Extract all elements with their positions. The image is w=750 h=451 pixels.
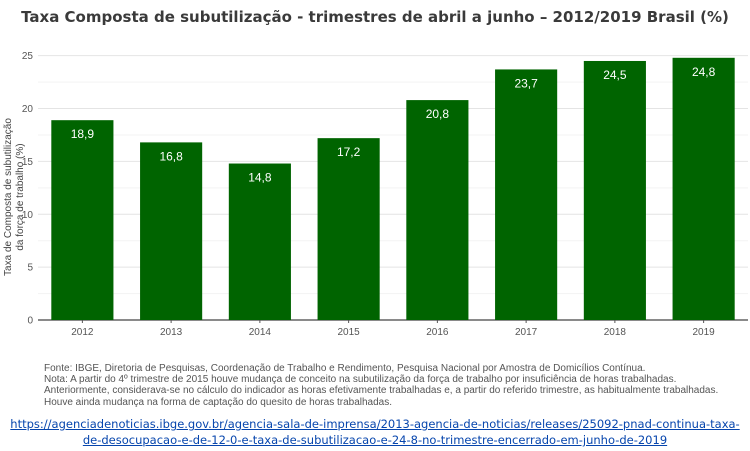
bars [51, 57, 735, 321]
source-line: Fonte: IBGE, Diretoria de Pesquisas, Coo… [44, 363, 646, 374]
y-tick-label: 25 [22, 51, 34, 62]
source-link[interactable]: https://agenciadenoticias.ibge.gov.br/ag… [0, 416, 750, 448]
y-axis-ticks: 0 5 10 15 20 25 [22, 51, 34, 326]
x-tick-label: 2014 [249, 327, 272, 338]
bar-2015 [317, 138, 380, 320]
y-tick-label: 10 [22, 210, 34, 221]
x-tick-label: 2019 [693, 327, 716, 338]
x-tick-label: 2015 [338, 327, 361, 338]
source-link-line1[interactable]: https://agenciadenoticias.ibge.gov.br/ag… [10, 417, 740, 431]
data-label-2014: 14,8 [248, 171, 272, 185]
y-tick-label: 5 [27, 263, 33, 274]
x-tick-label: 2017 [515, 327, 538, 338]
bar-2019 [672, 57, 735, 321]
chart-title: Taxa Composta de subutilização - trimest… [21, 8, 729, 26]
note-line: Nota: A partir do 4º trimestre de 2015 h… [44, 374, 677, 386]
x-axis-ticks: 2012 2013 2014 2015 2016 2017 2018 2019 [71, 320, 715, 338]
x-tick-label: 2018 [604, 327, 627, 338]
y-tick-label: 20 [22, 104, 34, 115]
data-label-2015: 17,2 [337, 145, 361, 159]
data-label-2018: 24,5 [603, 68, 627, 82]
data-label-2012: 18,9 [71, 127, 95, 141]
y-tick-label: 0 [27, 316, 33, 327]
x-tick-label: 2012 [71, 327, 94, 338]
data-label-2019: 24,8 [692, 65, 716, 79]
bar-chart: 0 5 10 15 20 25 18,9 16,8 14,8 17,2 20,8 23,7 24,5 2… [3, 51, 748, 338]
bar-2017 [495, 69, 558, 320]
note-line: Houve ainda mudança na forma de captação… [44, 396, 393, 408]
bar-2012 [51, 120, 114, 321]
note-line: Anteriormente, considerava-se no cálculo… [44, 385, 719, 397]
source-link-line2[interactable]: de-desocupacao-e-de-12-0-e-taxa-de-subut… [82, 433, 668, 447]
data-labels: 18,9 16,8 14,8 17,2 20,8 23,7 24,5 24,8 [71, 65, 716, 185]
bar-2018 [583, 60, 646, 321]
y-axis-label-line1: Taxa de Composta de subutilização [3, 118, 14, 276]
data-label-2016: 20,8 [426, 107, 450, 121]
data-label-2013: 16,8 [159, 149, 183, 163]
y-axis-label-line2: da força de trabalho (%) [15, 143, 26, 250]
x-tick-label: 2013 [160, 327, 183, 338]
bar-2013 [140, 142, 203, 320]
source-notes: Fonte: IBGE, Diretoria de Pesquisas, Coo… [44, 363, 744, 408]
y-tick-label: 15 [22, 157, 34, 168]
bar-2014 [228, 163, 291, 320]
data-label-2017: 23,7 [514, 76, 538, 90]
x-tick-label: 2016 [426, 327, 449, 338]
bar-2016 [406, 100, 469, 320]
